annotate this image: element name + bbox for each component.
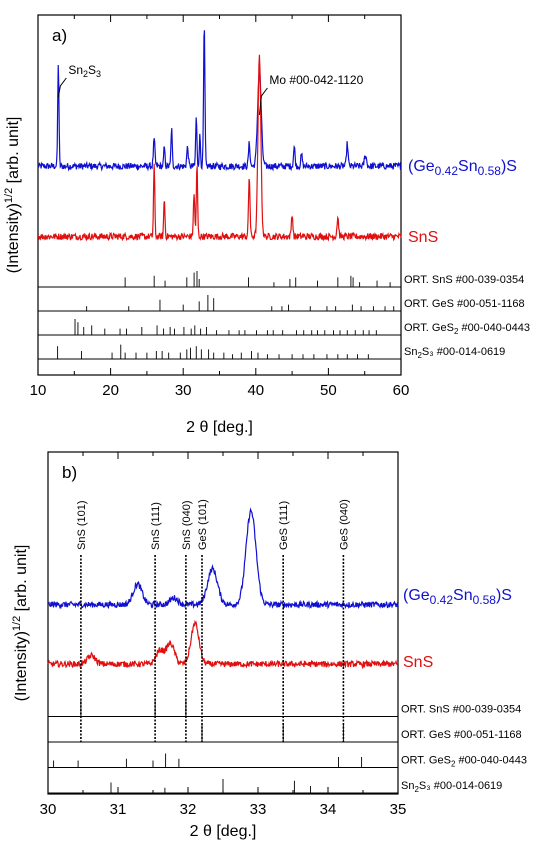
reference-label: ORT. GeS2 #00-040-0443 (404, 322, 530, 336)
x-axis-label: 2 θ [deg.] (186, 419, 253, 436)
x-tick-label: 30 (40, 801, 57, 818)
x-tick-label: 40 (247, 382, 264, 399)
series-label: (Ge0.42Sn0.58)S (403, 587, 512, 607)
peak-marker-label: SnS (101) (76, 500, 88, 550)
peak-marker-label: SnS (111) (150, 502, 162, 550)
peak-marker-label: GeS (101) (197, 499, 209, 550)
reference-label: ORT. GeS #00-051-1168 (401, 729, 522, 741)
x-tick-label: 33 (250, 801, 267, 818)
annotation-leader (258, 87, 268, 116)
x-tick-label: 34 (320, 801, 337, 818)
x-tick-label: 31 (110, 801, 127, 818)
panel-label: a) (52, 26, 67, 45)
peak-marker-label: GeS (111) (278, 501, 290, 550)
series-label: SnS (403, 654, 433, 671)
peak-annotation: Sn2S3 (68, 63, 101, 79)
series-line (37, 30, 402, 172)
x-axis-label: 2 θ [deg.] (190, 823, 257, 840)
x-tick-label: 32 (180, 801, 197, 818)
peak-marker-label: SnS (040) (181, 500, 193, 550)
series-label: SnS (408, 229, 438, 246)
x-tick-label: 60 (393, 382, 410, 399)
panel-b-chart: b) 30 31 32 33 34 35 2 θ [deg.] (Intensity)1/2 [… (11, 451, 527, 840)
reference-label: Sn2S₃ #00-014-0619 (401, 780, 502, 794)
reference-label: ORT. GeS #00-051-1168 (404, 298, 525, 310)
reference-label: Sn2S₃ #00-014-0619 (404, 346, 505, 360)
y-axis-label: (Intensity)1/2 [arb. unit] (3, 117, 22, 274)
reference-label: ORT. SnS #00-039-0354 (401, 704, 521, 716)
series-label: (Ge0.42Sn0.58)S (408, 158, 517, 178)
x-tick-label: 35 (390, 801, 407, 818)
x-tick-label: 50 (320, 382, 337, 399)
reference-label: ORT. SnS #00-039-0354 (404, 274, 524, 286)
series-line (47, 619, 399, 670)
panel-a-chart: a) 10 20 30 40 50 60 2 θ [deg.] (Intensity)1/2 [… (3, 14, 530, 436)
annotation-leader (57, 77, 67, 98)
reference-label: ORT. GeS2 #00-040-0443 (401, 755, 527, 769)
panel-label: b) (62, 463, 77, 482)
peak-annotation: Mo #00-042-1120 (269, 73, 363, 87)
x-tick-label: 20 (102, 382, 119, 399)
y-axis-label: (Intensity)1/2 [arb. unit] (11, 545, 30, 702)
series-line (47, 507, 399, 610)
peak-marker-label: GeS (040) (338, 499, 350, 550)
x-tick-label: 10 (30, 382, 47, 399)
x-tick-label: 30 (175, 382, 192, 399)
series-line (37, 54, 402, 242)
